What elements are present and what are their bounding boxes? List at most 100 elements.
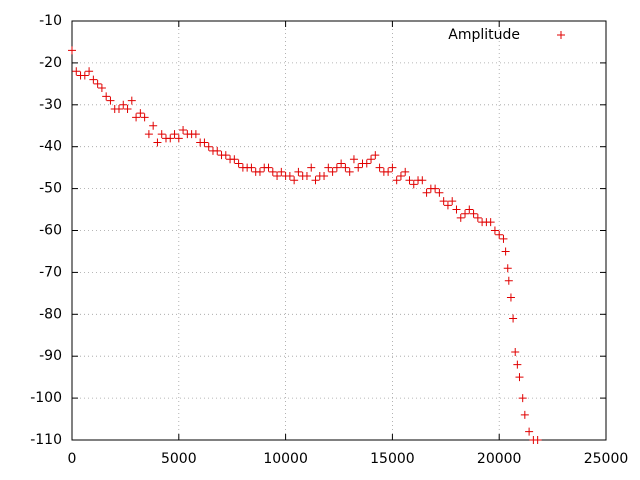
data-point (157, 130, 166, 139)
data-point (174, 134, 183, 143)
data-point (405, 176, 414, 185)
data-point (191, 130, 200, 139)
data-point (443, 201, 452, 210)
data-point (114, 104, 123, 113)
data-point (294, 167, 303, 176)
data-point (452, 205, 461, 214)
x-tick-label: 10000 (263, 451, 308, 467)
data-point (375, 163, 384, 172)
data-point (127, 96, 136, 105)
y-tick-label: -90 (39, 348, 62, 364)
data-point (349, 155, 358, 164)
data-point (255, 167, 264, 176)
data-point (337, 159, 346, 168)
data-point (268, 167, 277, 176)
x-tick-label: 15000 (370, 451, 415, 467)
y-tick-label: -80 (39, 306, 62, 322)
data-point (354, 163, 363, 172)
data-point (149, 121, 158, 130)
data-point (371, 151, 380, 160)
y-tick-label: -30 (39, 97, 62, 113)
data-point (431, 184, 440, 193)
y-tick-label: -20 (39, 55, 62, 71)
data-point (388, 163, 397, 172)
data-point (504, 276, 513, 285)
data-point (456, 213, 465, 222)
data-point (362, 159, 371, 168)
data-point (341, 163, 350, 172)
data-point (533, 436, 542, 444)
data-point (509, 314, 518, 323)
x-tick-label: 5000 (161, 451, 197, 467)
data-point (396, 172, 405, 181)
data-point (320, 172, 329, 181)
data-point (465, 205, 474, 214)
data-point (495, 230, 504, 239)
data-point (469, 209, 478, 218)
data-point (277, 167, 286, 176)
legend-marker (557, 31, 565, 39)
data-point (102, 92, 111, 101)
data-point (140, 113, 149, 122)
data-point (123, 104, 132, 113)
data-point (234, 159, 243, 168)
data-point (486, 218, 495, 227)
data-point (89, 75, 98, 84)
data-point (515, 373, 524, 382)
data-point (503, 264, 512, 273)
data-point (439, 197, 448, 206)
data-point (490, 226, 499, 235)
data-point (473, 213, 482, 222)
data-point (290, 176, 299, 185)
data-point (230, 155, 239, 164)
data-point (392, 176, 401, 185)
data-point (136, 109, 145, 118)
data-point (106, 96, 115, 105)
data-point (345, 167, 354, 176)
data-point (307, 163, 316, 172)
data-point (418, 176, 427, 185)
data-point (513, 360, 522, 369)
data-point (119, 100, 128, 109)
data-point (68, 46, 76, 55)
y-tick-label: -10 (39, 13, 62, 29)
data-point (179, 125, 188, 134)
data-point (461, 209, 470, 218)
data-point (328, 167, 337, 176)
data-point (367, 155, 376, 164)
data-point (170, 130, 179, 139)
data-point (324, 163, 333, 172)
data-point (285, 172, 294, 181)
data-point (384, 167, 393, 176)
data-point (247, 163, 256, 172)
data-point (525, 427, 534, 436)
legend-label: Amplitude (448, 27, 520, 43)
y-tick-label: -70 (39, 264, 62, 280)
data-point (85, 67, 94, 76)
data-point (72, 67, 81, 76)
x-tick-label: 0 (68, 451, 77, 467)
data-point (221, 151, 230, 160)
plot-border (71, 20, 607, 441)
data-point (213, 146, 222, 155)
data-point (499, 234, 508, 243)
data-point (520, 410, 529, 419)
data-point (144, 130, 153, 139)
data-point (273, 172, 282, 181)
data-point (448, 197, 457, 206)
data-point (435, 188, 444, 197)
data-point (132, 113, 141, 122)
y-tick-label: -60 (39, 223, 62, 239)
data-point (422, 188, 431, 197)
data-point (409, 180, 418, 189)
y-tick-label: -100 (30, 390, 62, 406)
data-point (302, 172, 311, 181)
data-point (97, 84, 106, 93)
data-point (506, 293, 515, 302)
data-point (311, 176, 320, 185)
data-point (204, 142, 213, 151)
data-point (511, 348, 520, 357)
data-point (166, 134, 175, 143)
data-point (401, 167, 410, 176)
